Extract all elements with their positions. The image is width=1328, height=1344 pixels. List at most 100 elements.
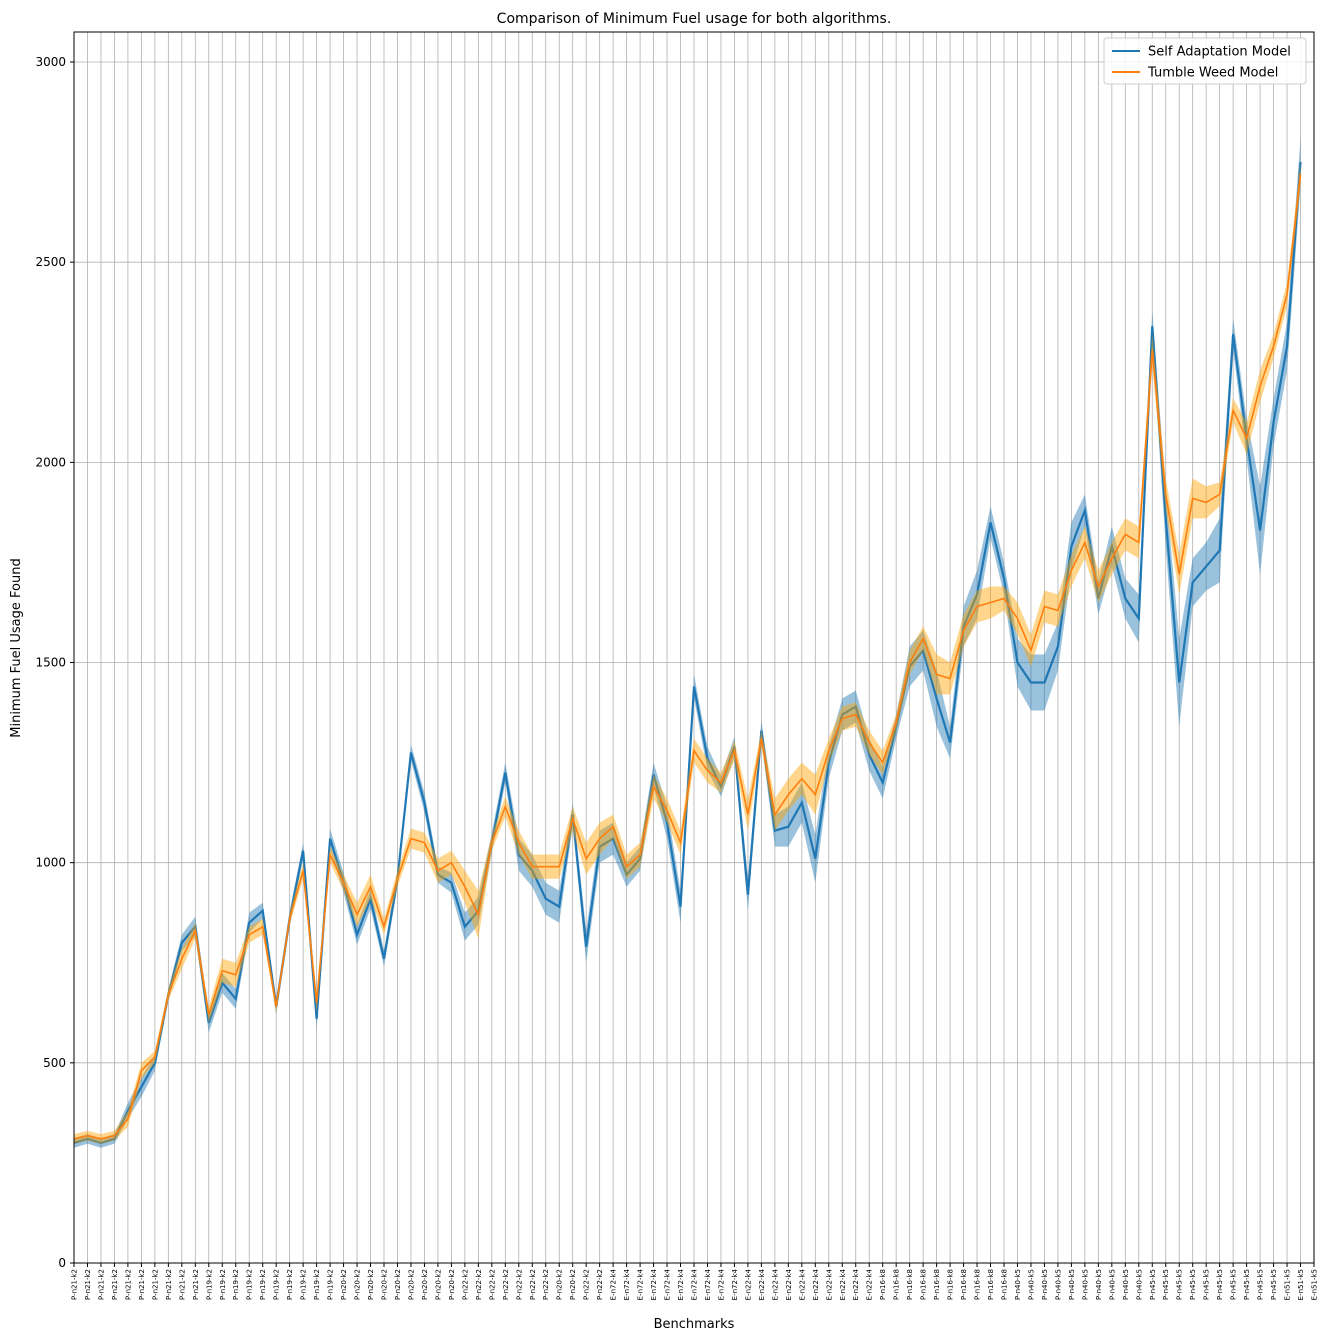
x-tick-label: P-n20-k2	[434, 1269, 442, 1300]
x-tick-label: P-n20-k2	[367, 1269, 375, 1300]
legend-label: Self Adaptation Model	[1148, 45, 1291, 60]
x-tick-label: P-n20-k2	[569, 1269, 577, 1300]
x-tick-label: E-n51-k5	[1311, 1269, 1319, 1300]
y-tick-label: 500	[43, 1056, 66, 1070]
x-tick-label: P-n45-k5	[1203, 1269, 1211, 1300]
x-tick-label: P-n45-k5	[1149, 1269, 1157, 1300]
x-tick-label: P-n19-k2	[246, 1269, 254, 1300]
confidence-band	[74, 162, 1301, 1144]
x-tick-label: P-n21-k2	[84, 1269, 92, 1300]
x-tick-label: E-n22-k4	[744, 1268, 752, 1300]
x-tick-label: E-n72-k4	[610, 1268, 618, 1300]
series-line	[73, 174, 1302, 1140]
x-tick-label: P-n19-k2	[286, 1269, 294, 1300]
x-tick-label: E-n72-k4	[677, 1268, 685, 1300]
x-tick-label: E-n72-k4	[650, 1268, 658, 1300]
x-tick-label: P-n40-k5	[1122, 1269, 1130, 1300]
x-tick-label: P-n16-k8	[947, 1269, 955, 1300]
y-axis-label: Minimum Fuel Usage Found	[9, 558, 24, 737]
x-tick-label: E-n22-k4	[758, 1268, 766, 1300]
x-tick-label: P-n45-k5	[1162, 1269, 1170, 1300]
x-tick-label: E-n22-k4	[839, 1268, 847, 1300]
x-tick-label: P-n16-k8	[987, 1269, 995, 1300]
x-tick-label: P-n21-k2	[111, 1269, 119, 1300]
legend-box	[1103, 37, 1307, 85]
x-tick-label: P-n22-k2	[596, 1269, 604, 1300]
x-tick-label: P-n22-k2	[529, 1269, 537, 1300]
x-tick-label: P-n45-k5	[1270, 1269, 1278, 1300]
x-tick-label: P-n21-k2	[138, 1269, 146, 1300]
x-tick-label: P-n20-k2	[394, 1269, 402, 1300]
x-tick-label: P-n19-k2	[219, 1269, 227, 1300]
x-tick-label: E-n22-k4	[798, 1268, 806, 1300]
x-tick-label: P-n40-k5	[1095, 1269, 1103, 1300]
x-tick-label: P-n19-k2	[327, 1269, 335, 1300]
x-tick-label: E-n72-k4	[637, 1268, 645, 1300]
x-tick-label: P-n40-k5	[1081, 1269, 1089, 1300]
x-tick-label: P-n21-k2	[165, 1269, 173, 1300]
x-tick-label: P-n45-k5	[1243, 1269, 1251, 1300]
x-tick-label: P-n22-k2	[461, 1269, 469, 1300]
x-tick-label: P-n40-k5	[1041, 1269, 1049, 1300]
x-tick-label: P-n16-k8	[1001, 1269, 1009, 1300]
x-tick-label: E-n22-k4	[812, 1268, 820, 1300]
x-tick-label: P-n21-k2	[192, 1269, 200, 1300]
x-tick-label: E-n72-k4	[731, 1268, 739, 1300]
x-tick-label: P-n19-k2	[205, 1269, 213, 1300]
series-line	[73, 162, 1302, 1145]
x-tick-label: P-n22-k2	[475, 1269, 483, 1300]
x-tick-label: P-n20-k2	[407, 1269, 415, 1300]
x-axis-label: Benchmarks	[654, 1317, 735, 1332]
x-tick-label: P-n16-k8	[960, 1269, 968, 1300]
y-tick-label: 0	[58, 1256, 66, 1270]
x-tick-label: P-n22-k2	[583, 1269, 591, 1300]
x-tick-label: P-n16-k8	[933, 1269, 941, 1300]
x-tick-label: P-n45-k5	[1257, 1269, 1265, 1300]
x-tick-label: E-n72-k4	[623, 1268, 631, 1300]
x-tick-label: P-n45-k5	[1230, 1269, 1238, 1300]
x-tick-label: P-n16-k8	[906, 1269, 914, 1300]
x-tick-label: P-n20-k2	[354, 1269, 362, 1300]
x-tick-label: E-n72-k4	[691, 1268, 699, 1300]
x-tick-label: P-n20-k2	[381, 1269, 389, 1300]
legend-label: Tumble Weed Model	[1147, 66, 1278, 81]
x-tick-label: P-n21-k2	[124, 1269, 132, 1300]
x-tick-label: P-n22-k2	[542, 1269, 550, 1300]
x-tick-label: P-n21-k2	[151, 1269, 159, 1300]
x-tick-label: P-n20-k2	[340, 1269, 348, 1300]
x-tick-label: E-n72-k4	[664, 1268, 672, 1300]
x-tick-label: E-n22-k4	[825, 1268, 833, 1300]
x-tick-label: P-n19-k2	[273, 1269, 281, 1300]
x-tick-label: P-n16-k8	[920, 1269, 928, 1300]
x-tick-label: P-n40-k5	[1027, 1269, 1035, 1300]
x-tick-label: P-n40-k5	[1054, 1269, 1062, 1300]
y-tick-label: 2000	[35, 455, 66, 469]
x-tick-label: P-n45-k5	[1176, 1269, 1184, 1300]
y-tick-label: 1500	[35, 656, 66, 670]
x-tick-label: P-n21-k2	[71, 1269, 79, 1300]
x-tick-label: P-n45-k5	[1189, 1269, 1197, 1300]
x-tick-label: E-n72-k4	[704, 1268, 712, 1300]
chart-title: Comparison of Minimum Fuel usage for bot…	[497, 11, 892, 27]
x-tick-label: P-n45-k5	[1216, 1269, 1224, 1300]
x-tick-label: E-n51-k5	[1297, 1269, 1305, 1300]
y-tick-label: 3000	[35, 55, 66, 69]
x-tick-label: P-n19-k2	[300, 1269, 308, 1300]
x-tick-label: P-n40-k5	[1135, 1269, 1143, 1300]
x-tick-label: P-n22-k2	[515, 1269, 523, 1300]
x-tick-label: P-n40-k5	[1068, 1269, 1076, 1300]
plot-frame	[73, 31, 1315, 1264]
x-tick-label: E-n51-k5	[1284, 1269, 1292, 1300]
x-tick-label: P-n22-k2	[502, 1269, 510, 1300]
y-tick-label: 2500	[35, 255, 66, 269]
x-tick-label: E-n72-k4	[717, 1268, 725, 1300]
x-tick-label: P-n20-k2	[556, 1269, 564, 1300]
x-tick-label: P-n19-k2	[259, 1269, 267, 1300]
x-tick-label: E-n22-k4	[785, 1268, 793, 1300]
x-tick-label: E-n22-k4	[866, 1268, 874, 1300]
x-tick-label: P-n16-k8	[893, 1269, 901, 1300]
x-tick-label: E-n22-k4	[771, 1268, 779, 1300]
x-tick-label: P-n19-k2	[232, 1269, 240, 1300]
x-tick-label: P-n21-k2	[178, 1269, 186, 1300]
